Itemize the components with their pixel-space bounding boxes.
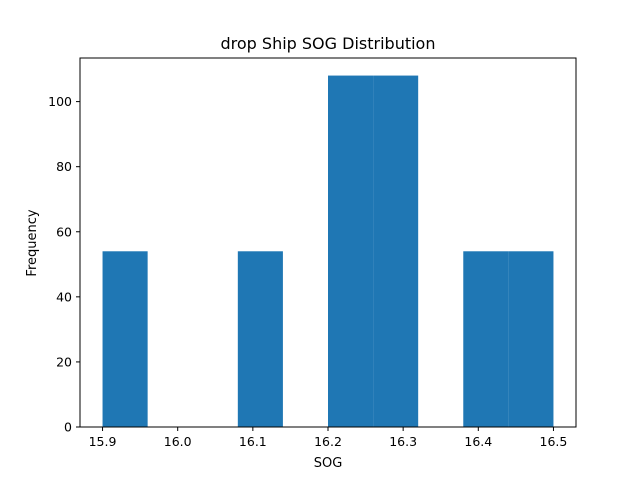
x-tick-label-2: 16.1 bbox=[239, 434, 267, 449]
bars-group bbox=[102, 75, 554, 428]
x-tick-label-4: 16.3 bbox=[389, 434, 417, 449]
x-tick-label-3: 16.2 bbox=[314, 434, 342, 449]
x-tick-label-1: 16.0 bbox=[164, 434, 192, 449]
y-tick-label-1: 20 bbox=[56, 354, 72, 369]
x-tick-label-0: 15.9 bbox=[89, 434, 117, 449]
histogram-bar-0 bbox=[102, 251, 148, 427]
y-axis-ticks: 0 20 40 60 80 100 bbox=[48, 94, 80, 435]
x-axis-ticks: 15.9 16.0 16.1 16.2 16.3 16.4 16.5 bbox=[89, 427, 568, 449]
x-tick-label-6: 16.5 bbox=[540, 434, 568, 449]
y-tick-label-4: 80 bbox=[56, 159, 72, 174]
histogram-bar-5 bbox=[328, 75, 374, 428]
histogram-bar-9 bbox=[508, 251, 554, 427]
histogram-bar-3 bbox=[237, 251, 283, 427]
y-tick-label-2: 40 bbox=[56, 289, 72, 304]
x-tick-label-5: 16.4 bbox=[464, 434, 492, 449]
histogram-bar-6 bbox=[373, 75, 419, 428]
plot-frame bbox=[79, 57, 577, 428]
y-axis-label: Frequency bbox=[25, 209, 40, 276]
x-axis-label: SOG bbox=[314, 456, 343, 471]
histogram-bar-8 bbox=[463, 251, 509, 427]
chart-title: drop Ship SOG Distribution bbox=[221, 34, 436, 53]
y-tick-label-3: 60 bbox=[56, 224, 72, 239]
y-tick-label-0: 0 bbox=[64, 420, 72, 435]
y-tick-label-5: 100 bbox=[48, 94, 72, 109]
